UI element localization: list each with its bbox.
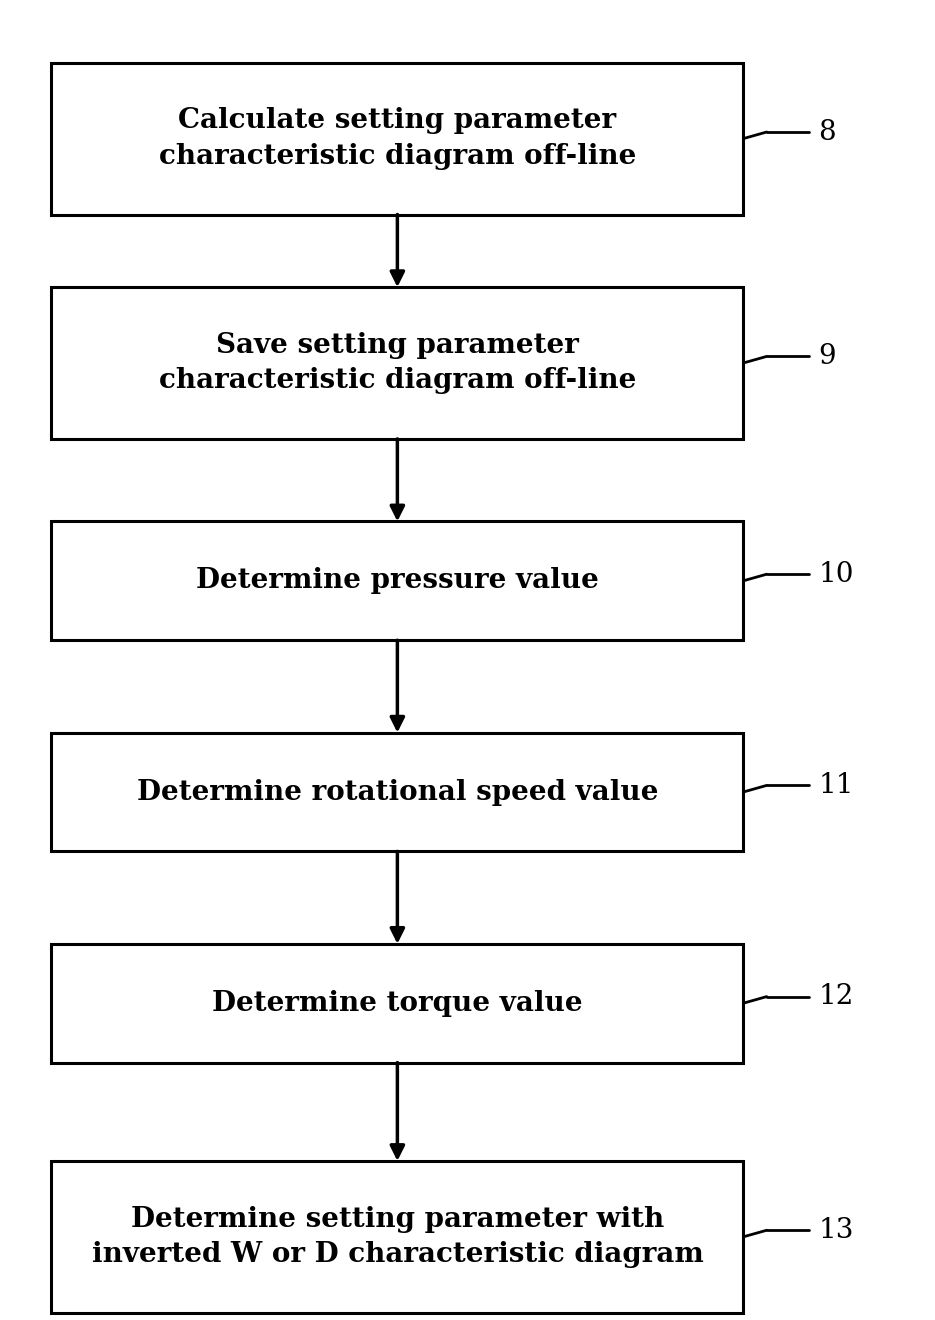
FancyBboxPatch shape [51,733,743,851]
Text: 10: 10 [818,561,854,587]
Text: Calculate setting parameter
characteristic diagram off-line: Calculate setting parameter characterist… [159,107,636,170]
FancyBboxPatch shape [51,521,743,640]
Text: Determine torque value: Determine torque value [212,990,583,1016]
FancyBboxPatch shape [51,62,743,214]
Text: Determine rotational speed value: Determine rotational speed value [137,779,658,805]
FancyBboxPatch shape [51,1162,743,1312]
FancyBboxPatch shape [51,944,743,1063]
Text: Determine pressure value: Determine pressure value [196,568,598,594]
Text: Save setting parameter
characteristic diagram off-line: Save setting parameter characteristic di… [159,331,636,395]
Text: 8: 8 [818,119,836,145]
Text: Determine setting parameter with
inverted W or D characteristic diagram: Determine setting parameter with inverte… [92,1205,703,1269]
Text: 9: 9 [818,343,836,370]
Text: 11: 11 [818,772,854,799]
Text: 12: 12 [818,983,854,1010]
Text: 13: 13 [818,1217,854,1243]
FancyBboxPatch shape [51,288,743,438]
